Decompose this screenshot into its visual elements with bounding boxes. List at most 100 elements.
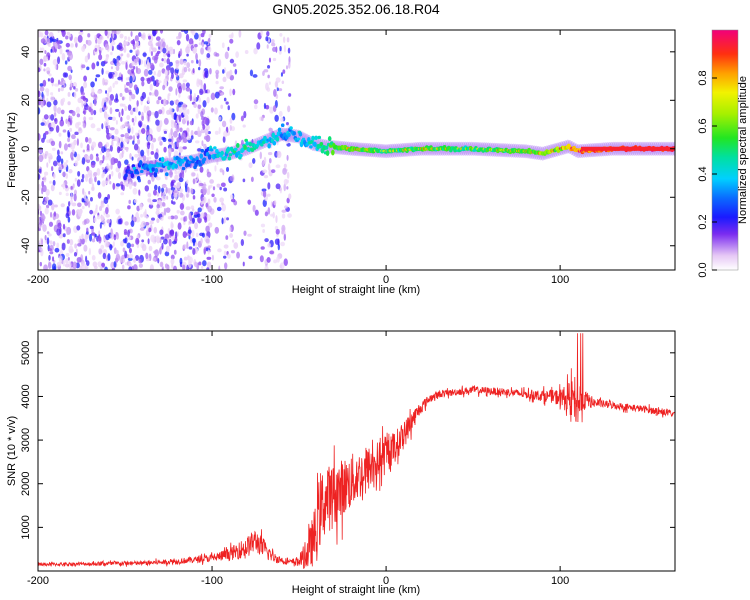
spectrogram-noise-blob [44, 207, 49, 215]
spectrogram-noise-blob [156, 99, 160, 105]
spectrogram-noise-blob [198, 59, 202, 67]
spectrogram-noise-blob [156, 73, 161, 77]
spectrogram-noise-blob [82, 188, 85, 195]
spectrogram-noise-blob [141, 243, 147, 252]
spectrogram-ridge-point [153, 171, 158, 178]
spectrogram-noise-blob [238, 30, 242, 38]
spectrogram-noise-blob [127, 36, 131, 42]
spectrogram-noise-blob [155, 210, 160, 216]
spectrogram-ridge-point [275, 136, 280, 142]
spectrogram-noise-blob [39, 58, 44, 65]
spectrogram-noise-blob [112, 241, 115, 247]
spectrogram-noise-blob [179, 172, 183, 179]
spectrogram-ridge-saturated [636, 146, 639, 151]
spectrogram-noise-blob [147, 113, 150, 122]
spectrogram-noise-blob [111, 140, 114, 147]
spectrogram-noise-blob [169, 170, 173, 178]
spectrogram-ridge-point [152, 164, 157, 168]
spectrogram-noise-blob [66, 239, 70, 244]
spectrogram-noise-blob [91, 255, 96, 261]
spectrogram-noise-blob [52, 160, 58, 167]
spectrogram-noise-blob [214, 91, 220, 99]
spectrogram-noise-blob [194, 140, 200, 144]
spectrogram-noise-blob [38, 183, 41, 191]
spectrogram-noise-blob [216, 183, 221, 188]
spectrogram-noise-blob [97, 141, 103, 149]
spectrogram-noise-blob [97, 192, 102, 199]
spectrogram-noise-blob [229, 175, 234, 182]
spectrogram-noise-blob [267, 65, 271, 69]
spectrogram-noise-blob [137, 129, 142, 135]
spectrogram-noise-blob [42, 224, 47, 232]
spectrogram-noise-blob [131, 93, 136, 100]
spectrogram-noise-blob [234, 68, 238, 75]
spectrogram-noise-blob [276, 87, 279, 92]
spectrogram-noise-blob [69, 127, 73, 132]
spectrogram-noise-blob [200, 197, 204, 201]
spectrogram-noise-blob [139, 121, 142, 128]
spectrogram-ridge-point [233, 147, 238, 151]
spectrogram-noise-blob [209, 179, 215, 184]
spectrogram-noise-blob [135, 237, 140, 245]
spectrogram-noise-blob [110, 158, 114, 166]
snr-frame [37, 330, 676, 572]
spectrogram-noise-blob [279, 45, 282, 52]
spectrogram-noise-blob [140, 149, 145, 157]
spectrogram-ridge-point [192, 158, 196, 162]
spectrogram-noise-blob [53, 99, 58, 106]
spectrogram-noise-blob [89, 225, 94, 230]
spectrogram-noise-blob [113, 261, 117, 268]
spectrogram-noise-blob [162, 84, 166, 91]
spectrogram-noise-blob [182, 231, 187, 238]
spectrogram-noise-blob [130, 243, 135, 248]
spectrogram-noise-blob [127, 205, 131, 210]
spectrogram-noise-blob [179, 58, 184, 65]
spectrogram-noise-blob [176, 115, 179, 124]
spectrogram-ridge-point [327, 136, 332, 142]
spectrogram-ridge-saturated [664, 146, 667, 151]
spectrogram-ridge-point [199, 153, 204, 159]
spectrogram-noise-blob [84, 202, 88, 207]
spectrogram-noise-blob [136, 100, 139, 107]
spectrogram-noise-blob [60, 86, 64, 92]
spectrogram-noise-blob [222, 135, 226, 143]
spectrogram-noise-blob [91, 62, 96, 70]
spectrogram-noise-blob [49, 127, 54, 132]
spectrogram-noise-blob [210, 107, 214, 113]
spectrogram-noise-blob [171, 263, 174, 269]
spectrogram-noise-blob [88, 106, 92, 113]
spectrogram-ridge-saturated [640, 146, 643, 151]
spectrogram-noise-blob [101, 123, 104, 130]
spectrogram-noise-blob [163, 146, 167, 153]
spectrogram-noise-blob [172, 142, 176, 150]
spectrogram-noise-blob [200, 128, 206, 134]
spectrogram-noise-blob [88, 247, 91, 256]
spectrogram-noise-blob [269, 106, 274, 114]
spectrogram-noise-blob [77, 202, 82, 208]
spectrogram-ridge-saturated [601, 146, 604, 151]
spectrogram-noise-blob [89, 153, 94, 161]
spectrogram-ridge-point [245, 141, 250, 146]
spectrogram-ridge-saturated [654, 146, 657, 151]
spectrogram-noise-blob [80, 142, 83, 149]
spectrogram-noise-blob [73, 86, 76, 90]
spectrogram-noise-blob [240, 238, 245, 247]
spectrogram-noise-blob [229, 233, 233, 238]
spectrogram-noise-blob [220, 182, 226, 187]
x-tick-label: -100 [201, 274, 223, 286]
spectrogram-noise-blob [134, 115, 137, 123]
spectrogram-noise-blob [86, 158, 91, 164]
spectrogram-noise-blob [178, 114, 182, 123]
spectrogram-noise-blob [126, 242, 131, 249]
spectrogram-noise-blob [168, 86, 173, 92]
spectrogram-noise-blob [96, 127, 101, 132]
spectrogram-noise-blob [146, 129, 150, 133]
spectrogram-noise-blob [170, 127, 173, 136]
spectrogram-noise-blob [240, 115, 245, 122]
x-tick-label: 0 [383, 274, 389, 286]
spectrogram-noise-blob [132, 46, 136, 50]
spectrogram-noise-blob [95, 153, 99, 157]
spectrogram-noise-blob [179, 127, 183, 133]
spectrogram-noise-blob [229, 74, 235, 81]
spectrogram-noise-blob [281, 224, 286, 233]
